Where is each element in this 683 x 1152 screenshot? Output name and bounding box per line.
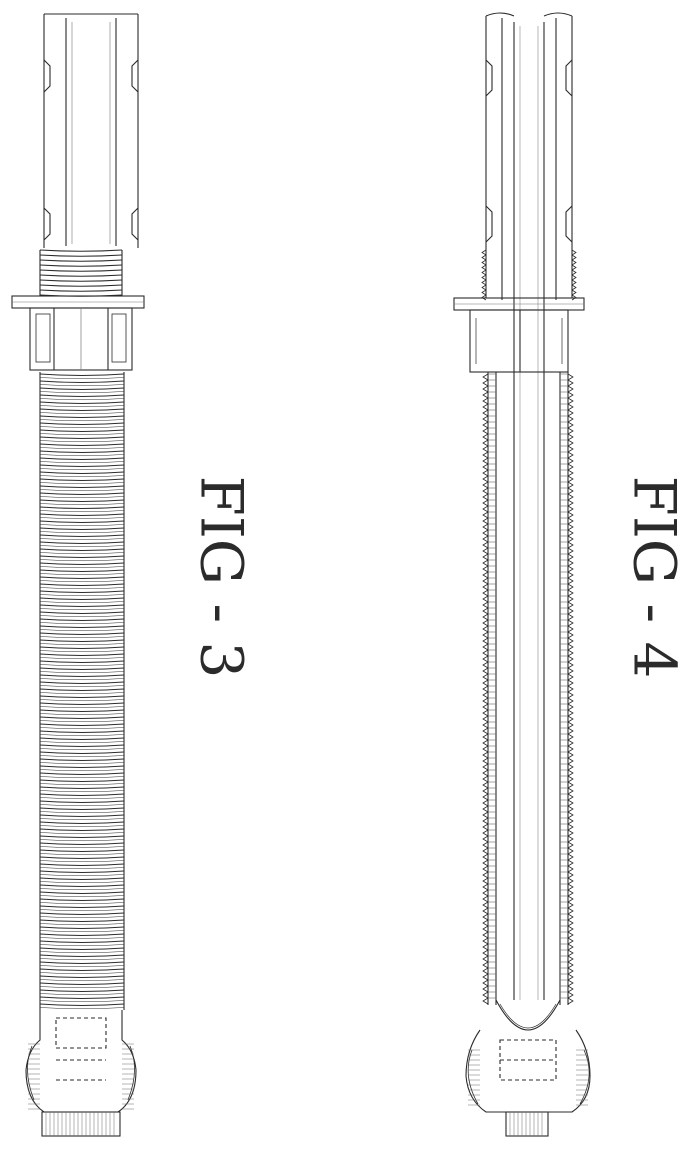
fig3-hose-assembly — [12, 14, 144, 1136]
fig4-flange — [454, 298, 584, 310]
fig3-label: FIG - 3 — [192, 476, 250, 679]
fig3-upper-thread-rings — [40, 250, 122, 296]
fig4-sectional-view — [454, 13, 590, 1136]
fig4-upper-thread-section — [482, 250, 576, 300]
fig3-nut — [30, 308, 132, 370]
fig4-corrugated-walls — [483, 372, 573, 1005]
fig3-corrugated-body — [40, 372, 124, 1010]
fig4-end-hatching — [468, 1050, 588, 1136]
fig3-flange — [12, 296, 144, 308]
fig4-end-fitting — [466, 1000, 590, 1136]
fig3-end-hatching — [28, 1044, 134, 1136]
fig3-top-cuff — [44, 14, 138, 248]
fig4-label: FIG - 4 — [625, 476, 683, 679]
fig3-end-fitting — [26, 1010, 136, 1136]
fig4-nut — [470, 310, 568, 372]
fig4-top-cuff — [486, 13, 572, 1000]
